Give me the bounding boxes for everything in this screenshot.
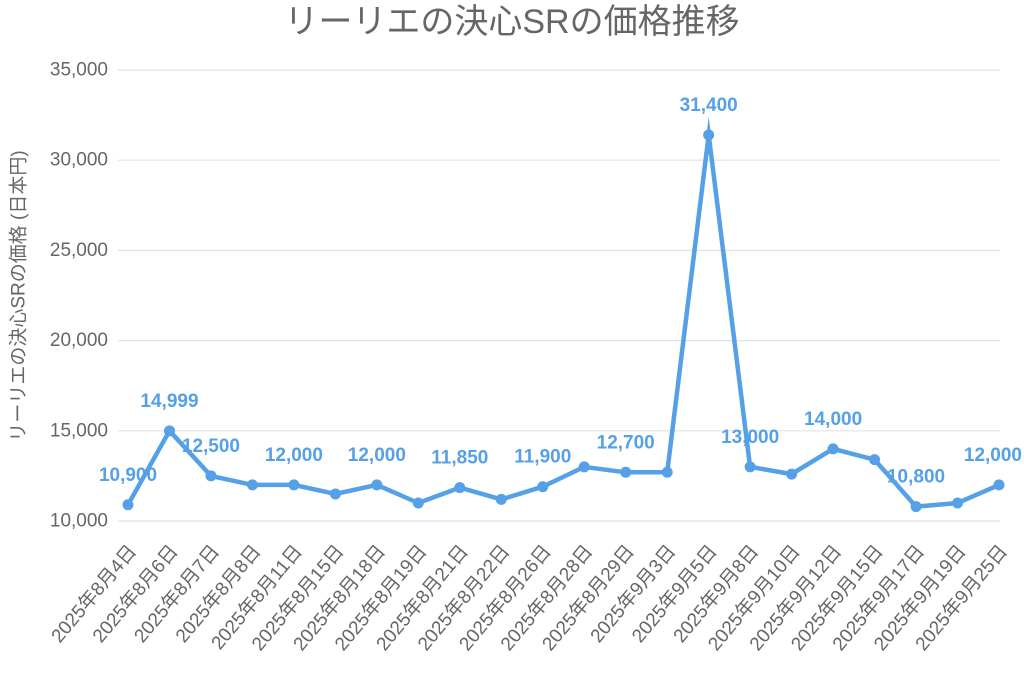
data-label: 11,900 [514, 447, 571, 468]
data-point [744, 461, 756, 473]
data-point [537, 481, 549, 493]
data-label: 10,800 [887, 467, 945, 488]
data-label: 14,999 [140, 391, 198, 412]
chart-title: リーリエの決心SRの価格推移 [284, 3, 739, 41]
y-tick-label: 15,000 [50, 420, 108, 441]
data-point [329, 488, 341, 500]
y-tick-label: 10,000 [50, 511, 108, 532]
data-point [288, 479, 300, 491]
y-axis-label: リーリエの決心SRの価格 (日本円) [8, 150, 30, 441]
data-point [827, 443, 839, 455]
data-point [371, 479, 383, 491]
data-label: 12,500 [182, 436, 240, 457]
y-tick-label: 20,000 [50, 330, 108, 351]
data-point [205, 470, 217, 482]
data-point [910, 501, 922, 513]
data-point [952, 497, 964, 509]
data-point [454, 482, 466, 494]
series-line [126, 116, 1000, 509]
x-axis-ticks: 2025年8月4日2025年8月6日2025年8月7日2025年8月8日2025… [47, 541, 1012, 655]
data-point [786, 468, 798, 480]
y-tick-label: 25,000 [50, 240, 108, 261]
y-tick-label: 30,000 [50, 150, 108, 171]
data-point [869, 454, 881, 466]
data-label: 13,000 [721, 427, 779, 448]
data-point [993, 479, 1005, 491]
data-point [163, 425, 175, 437]
data-point [122, 499, 134, 511]
data-label: 12,000 [265, 445, 323, 466]
y-gridlines [118, 69, 1000, 522]
series [122, 116, 1005, 513]
data-label: 31,400 [680, 95, 738, 116]
data-label: 11,850 [431, 448, 488, 469]
data-label: 12,000 [964, 445, 1022, 466]
data-label: 12,700 [597, 432, 655, 453]
y-axis-ticks: 10,000 15,000 20,000 25,000 30,000 35,000 [50, 60, 108, 532]
data-label: 14,000 [804, 409, 862, 430]
data-point [495, 493, 507, 505]
data-point [578, 461, 590, 473]
data-label: 10,900 [99, 465, 157, 486]
data-point [620, 466, 632, 478]
data-label: 12,000 [348, 445, 406, 466]
data-point [246, 479, 258, 491]
data-point [703, 129, 715, 141]
data-point [412, 497, 424, 509]
data-labels: 10,900 14,999 12,500 12,000 12,000 11,850 11,9… [99, 95, 1022, 488]
y-tick-label: 35,000 [50, 60, 108, 81]
data-point [661, 466, 673, 478]
